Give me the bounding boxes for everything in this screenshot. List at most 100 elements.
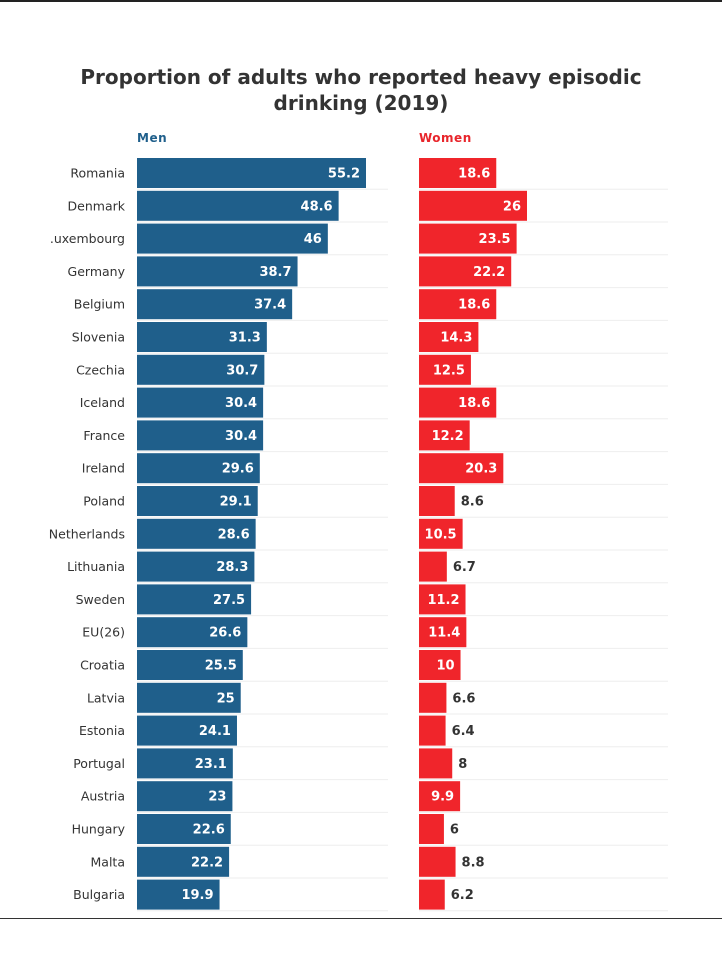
women-value-label: 18.6 — [458, 298, 490, 313]
category-label: Hungary — [72, 822, 126, 837]
men-bar — [137, 617, 248, 648]
category-label: Malta — [91, 854, 125, 869]
men-bar — [137, 650, 243, 680]
men-value-label: 30.4 — [225, 396, 257, 411]
men-bar — [137, 814, 231, 844]
women-bar — [419, 748, 453, 779]
women-value-label: 26 — [503, 199, 521, 214]
men-bar — [137, 748, 233, 779]
men-bar — [137, 387, 264, 418]
category-label: Croatia — [80, 658, 125, 673]
chart-title: Proportion of adults who reported heavy … — [80, 65, 642, 115]
men-bar — [137, 879, 220, 910]
men-value-label: 29.6 — [222, 462, 254, 477]
women-bar — [419, 387, 497, 418]
category-label: Iceland — [80, 395, 125, 410]
women-value-label: 23.5 — [479, 232, 511, 247]
men-value-label: 30.4 — [225, 429, 257, 444]
category-label: Germany — [68, 264, 126, 279]
women-value-label: 8.6 — [461, 495, 484, 510]
women-value-label: 8.8 — [462, 855, 485, 870]
women-panel-label: Women — [419, 131, 472, 145]
category-label: Portugal — [73, 756, 125, 771]
men-value-label: 22.2 — [191, 855, 223, 870]
men-bar — [137, 518, 256, 549]
women-value-label: 11.4 — [428, 626, 460, 641]
men-value-label: 28.6 — [218, 527, 250, 542]
men-value-label: 46 — [304, 232, 322, 247]
women-bar — [419, 846, 456, 877]
category-label: France — [83, 428, 125, 443]
women-value-label: 10 — [436, 659, 454, 674]
men-bar — [137, 486, 258, 516]
women-value-label: 6.2 — [451, 888, 474, 903]
women-bar — [419, 551, 447, 582]
men-value-label: 23 — [208, 790, 226, 805]
men-bar — [137, 256, 298, 287]
men-bar — [137, 781, 233, 812]
men-bar — [137, 682, 241, 713]
men-value-label: 25.5 — [205, 659, 237, 674]
category-label: .uxembourg — [50, 231, 125, 246]
men-value-label: 24.1 — [199, 724, 231, 739]
men-bar — [137, 190, 339, 221]
women-value-label: 6.7 — [453, 560, 476, 575]
women-bar — [419, 682, 447, 713]
category-label: Czechia — [76, 362, 125, 377]
women-bar — [419, 354, 471, 385]
women-bar — [419, 420, 470, 451]
category-label: Romania — [70, 166, 125, 181]
men-value-label: 29.1 — [220, 495, 252, 510]
women-bar — [419, 158, 497, 188]
men-value-label: 31.3 — [229, 331, 261, 346]
category-label: Bulgaria — [73, 887, 125, 902]
men-bar — [137, 158, 366, 188]
men-bar — [137, 453, 260, 484]
women-value-label: 6.6 — [452, 691, 475, 706]
women-bar — [419, 617, 467, 648]
women-bar — [419, 814, 444, 844]
women-value-label: 22.2 — [473, 265, 505, 280]
women-value-label: 12.5 — [433, 363, 465, 378]
category-label: Belgium — [74, 297, 125, 312]
men-bar — [137, 551, 255, 582]
men-value-label: 30.7 — [226, 363, 258, 378]
men-bar — [137, 289, 293, 320]
category-label: EU(26) — [82, 625, 125, 640]
men-value-label: 28.3 — [216, 560, 248, 575]
men-value-label: 37.4 — [254, 298, 286, 313]
women-value-label: 9.9 — [431, 790, 454, 805]
men-value-label: 38.7 — [259, 265, 291, 280]
women-value-label: 12.2 — [432, 429, 464, 444]
women-bar — [419, 781, 461, 812]
women-bar — [419, 190, 527, 221]
men-bar — [137, 584, 252, 615]
men-value-label: 25 — [217, 691, 235, 706]
men-value-label: 26.6 — [209, 626, 241, 641]
women-bar — [419, 486, 455, 516]
women-bar — [419, 256, 512, 287]
women-value-label: 10.5 — [425, 527, 457, 542]
men-bar — [137, 846, 230, 877]
women-value-label: 6 — [450, 823, 459, 838]
men-bar — [137, 354, 265, 385]
women-bar — [419, 650, 461, 680]
women-value-label: 14.3 — [440, 331, 472, 346]
category-label: Netherlands — [49, 526, 125, 541]
category-label: Estonia — [79, 723, 125, 738]
men-bar — [137, 420, 264, 451]
women-bar — [419, 289, 497, 320]
category-label: Poland — [83, 494, 125, 509]
women-bar — [419, 322, 479, 352]
men-panel-label: Men — [137, 131, 168, 145]
category-label: Austria — [81, 789, 125, 804]
bottom-area — [0, 919, 722, 966]
men-bar — [137, 223, 328, 254]
women-bar — [419, 584, 466, 615]
men-bar — [137, 322, 267, 352]
women-bar — [419, 453, 504, 484]
women-bar — [419, 223, 517, 254]
men-value-label: 55.2 — [328, 167, 360, 182]
women-value-label: 6.4 — [452, 724, 475, 739]
